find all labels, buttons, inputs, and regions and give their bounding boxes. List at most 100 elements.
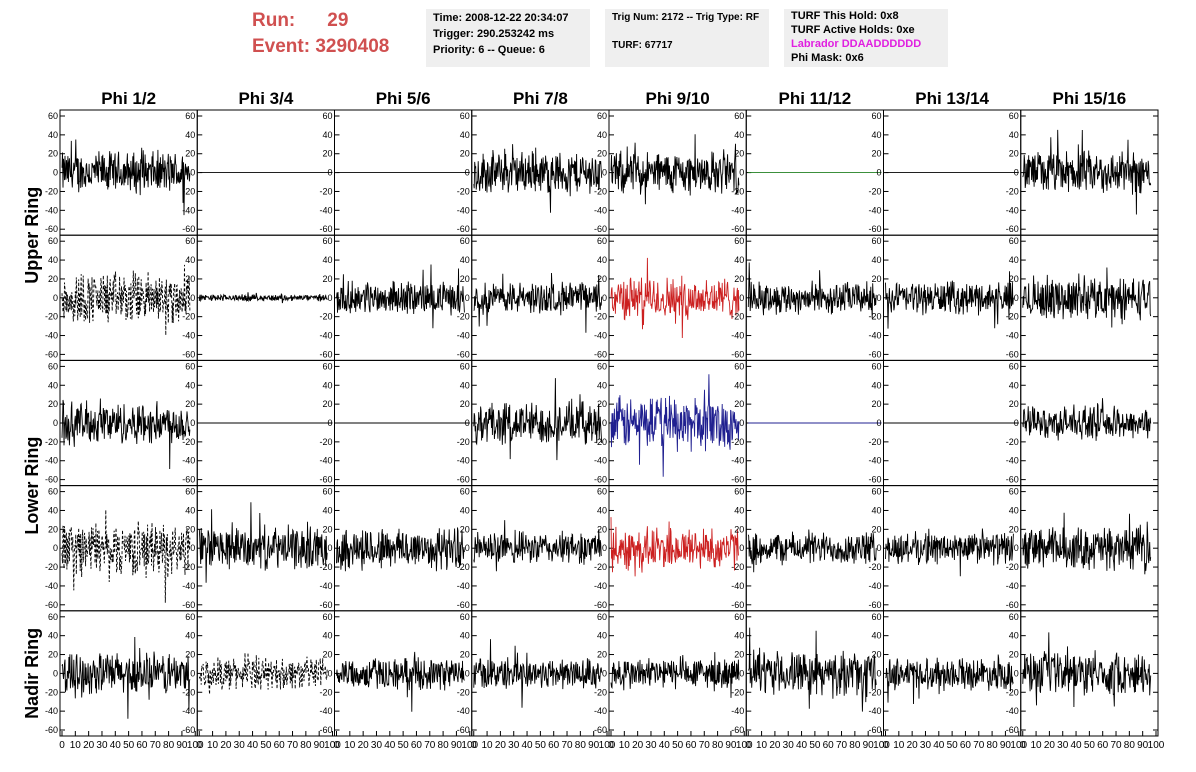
y-tick-label: 0 <box>1014 543 1019 553</box>
x-tick-label: 10 <box>619 740 631 751</box>
x-tick-label: 80 <box>987 740 999 751</box>
x-tick-label: 50 <box>1084 740 1096 751</box>
waveform-trace <box>1022 512 1152 575</box>
y-tick-label: 40 <box>1009 631 1019 641</box>
waveform-trace <box>473 639 603 708</box>
y-tick-label: -20 <box>45 687 58 697</box>
x-tick-label: 10 <box>482 740 494 751</box>
y-tick-label: 20 <box>871 524 881 534</box>
x-tick-label: 40 <box>933 740 945 751</box>
y-tick-label: -40 <box>45 205 58 215</box>
x-tick-label: 100 <box>324 740 341 751</box>
y-tick-label: 0 <box>53 543 58 553</box>
y-tick-label: -20 <box>594 437 607 447</box>
y-tick-label: 0 <box>1014 168 1019 178</box>
y-tick-label: 0 <box>602 418 607 428</box>
y-tick-label: 20 <box>185 524 195 534</box>
y-tick-label: -20 <box>868 687 881 697</box>
y-tick-label: 40 <box>322 380 332 390</box>
column-title: Phi 7/8 <box>513 89 568 108</box>
y-tick-label: -60 <box>457 349 470 359</box>
y-tick-label: -60 <box>45 349 58 359</box>
y-tick-label: 0 <box>465 168 470 178</box>
y-tick-label: -60 <box>731 224 744 234</box>
y-tick-label: 40 <box>734 631 744 641</box>
y-tick-label: 0 <box>327 168 332 178</box>
y-tick-label: 0 <box>465 543 470 553</box>
y-tick-label: 20 <box>1009 650 1019 660</box>
waveform-trace <box>610 257 740 339</box>
y-tick-label: -60 <box>45 224 58 234</box>
waveform-trace <box>198 292 328 304</box>
y-tick-label: -40 <box>319 581 332 591</box>
y-tick-label: -40 <box>868 205 881 215</box>
y-tick-label: -60 <box>731 349 744 359</box>
y-tick-label: 60 <box>1009 487 1019 497</box>
y-tick-label: 20 <box>322 650 332 660</box>
y-tick-label: -20 <box>594 186 607 196</box>
y-tick-label: 20 <box>734 524 744 534</box>
y-tick-label: 40 <box>871 130 881 140</box>
x-tick-label: 60 <box>823 740 835 751</box>
x-tick-label: 20 <box>907 740 919 751</box>
y-tick-label: 40 <box>734 380 744 390</box>
x-tick-label: 90 <box>176 740 188 751</box>
y-tick-label: 20 <box>322 524 332 534</box>
y-tick-label: 20 <box>48 399 58 409</box>
x-tick-label: 0 <box>59 740 65 751</box>
y-tick-label: -40 <box>594 331 607 341</box>
y-tick-label: 60 <box>597 612 607 622</box>
y-tick-label: 40 <box>460 380 470 390</box>
x-tick-label: 80 <box>300 740 312 751</box>
x-tick-label: 80 <box>849 740 861 751</box>
y-tick-label: 40 <box>1009 130 1019 140</box>
y-tick-label: -20 <box>868 312 881 322</box>
waveform-trace <box>198 652 328 695</box>
waveform-trace <box>198 502 328 583</box>
y-tick-label: 40 <box>734 130 744 140</box>
y-tick-label: -40 <box>868 581 881 591</box>
y-tick-label: 40 <box>322 505 332 515</box>
y-tick-label: 60 <box>871 487 881 497</box>
x-tick-label: 60 <box>411 740 423 751</box>
y-tick-label: 0 <box>602 293 607 303</box>
trigger-info-box: Trig Num: 2172 -- Trig Type: RF TURF: 67… <box>605 9 769 67</box>
y-tick-label: -40 <box>457 581 470 591</box>
y-tick-label: -60 <box>1006 349 1019 359</box>
y-tick-label: 0 <box>739 168 744 178</box>
y-tick-label: 40 <box>48 255 58 265</box>
y-tick-label: -60 <box>457 475 470 485</box>
time-text: Time: 2008-12-22 20:34:07 <box>433 12 569 24</box>
y-tick-label: 60 <box>185 236 195 246</box>
y-tick-label: 40 <box>185 631 195 641</box>
y-tick-label: 20 <box>1009 524 1019 534</box>
y-tick-label: 20 <box>460 399 470 409</box>
x-tick-label: 20 <box>769 740 781 751</box>
labrador-text: Labrador DDAADDDDDD <box>791 38 922 50</box>
y-tick-label: -20 <box>457 562 470 572</box>
y-tick-label: -60 <box>594 224 607 234</box>
y-tick-label: 40 <box>597 380 607 390</box>
x-tick-label: 60 <box>548 740 560 751</box>
y-tick-label: -20 <box>868 437 881 447</box>
y-tick-label: 20 <box>597 274 607 284</box>
y-tick-label: 60 <box>322 612 332 622</box>
y-tick-label: 60 <box>48 612 58 622</box>
x-tick-label: 100 <box>1148 740 1165 751</box>
y-tick-label: 40 <box>460 255 470 265</box>
y-tick-label: -40 <box>868 706 881 716</box>
x-tick-label: 70 <box>1110 740 1122 751</box>
waveform-trace <box>1022 129 1152 215</box>
x-tick-label: 40 <box>247 740 259 751</box>
waveform-trace <box>747 262 877 319</box>
turf-info-box: TURF This Hold: 0x8 TURF Active Holds: 0… <box>784 9 948 67</box>
x-tick-label: 30 <box>371 740 383 751</box>
y-tick-label: -40 <box>594 205 607 215</box>
y-tick-label: -20 <box>1006 186 1019 196</box>
y-tick-label: 0 <box>1014 293 1019 303</box>
y-tick-label: 40 <box>460 505 470 515</box>
x-tick-label: 40 <box>384 740 396 751</box>
waveform-trace <box>748 627 877 712</box>
x-tick-label: 70 <box>424 740 436 751</box>
x-tick-label: 10 <box>893 740 905 751</box>
